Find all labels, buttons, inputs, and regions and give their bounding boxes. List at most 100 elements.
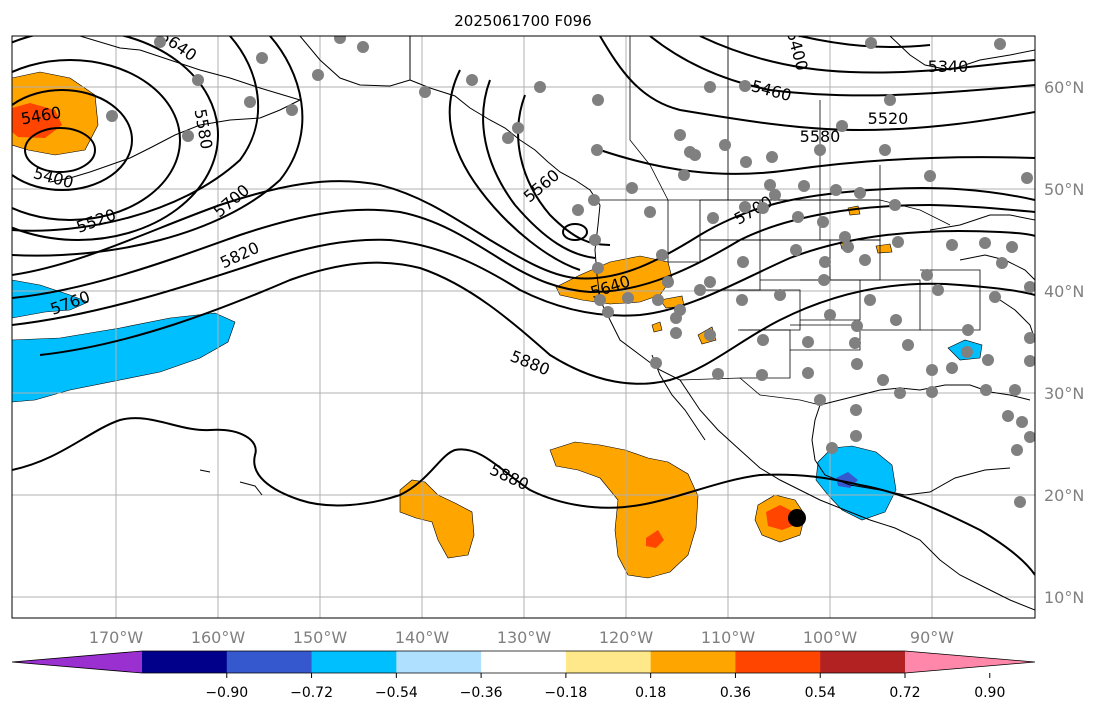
station-dot — [946, 239, 958, 251]
station-dot — [792, 211, 804, 223]
station-dot — [154, 36, 166, 48]
station-dot — [851, 320, 863, 332]
colorbar-segment — [820, 651, 906, 673]
station-dot — [678, 169, 690, 181]
lon-label: 160°W — [191, 628, 246, 647]
station-dot — [740, 156, 752, 168]
station-dot — [802, 336, 814, 348]
station-dot — [622, 292, 634, 304]
lat-label: 60°N — [1044, 78, 1084, 97]
positive-anomaly-region — [549, 441, 699, 579]
station-dot — [884, 94, 896, 106]
station-dot — [591, 144, 603, 156]
station-dot — [588, 194, 600, 206]
lon-label: 100°W — [803, 628, 858, 647]
colorbar-segment — [481, 651, 567, 673]
colorbar-outline — [11, 650, 1036, 674]
station-dot — [814, 144, 826, 156]
station-dot — [877, 374, 889, 386]
colorbar-segment — [735, 651, 821, 673]
station-dot — [864, 294, 876, 306]
station-dot — [814, 394, 826, 406]
station-dot — [736, 294, 748, 306]
colorbar-ticks: −0.90 −0.72 −0.54 −0.36 −0.18 0.18 0.36 0.54 0.7… — [205, 673, 1005, 701]
station-dot — [674, 129, 686, 141]
station-dot — [859, 254, 871, 266]
station-dot — [502, 132, 514, 144]
station-dot — [1002, 410, 1014, 422]
station-dot — [962, 324, 974, 336]
station-dot — [890, 314, 902, 326]
colorbar-segment — [565, 651, 652, 673]
station-dot — [756, 369, 768, 381]
station-dot — [286, 104, 298, 116]
station-dot — [879, 144, 891, 156]
station-dot — [1011, 444, 1023, 456]
station-dot — [798, 180, 810, 192]
station-dot — [996, 257, 1008, 269]
station-dot — [652, 294, 664, 306]
colorbar-tick-label: 0.54 — [805, 685, 836, 701]
colorbar-tick-label: −0.36 — [460, 685, 503, 701]
station-dot — [774, 289, 786, 301]
colorbar-segment — [226, 651, 313, 673]
station-dot — [850, 430, 862, 442]
station-dot — [924, 170, 936, 182]
station-dot — [839, 231, 851, 243]
storm-center-marker — [788, 509, 806, 527]
station-dot — [889, 199, 901, 211]
station-dot — [106, 110, 118, 122]
station-dot — [921, 269, 933, 281]
colorbar-tick-label: −0.18 — [544, 685, 587, 701]
station-dot — [817, 216, 829, 228]
station-dot — [602, 306, 614, 318]
station-dot — [1014, 496, 1026, 508]
lon-label: 130°W — [497, 628, 552, 647]
positive-anomaly-region — [399, 479, 475, 559]
strong-positive-anomaly-region — [766, 505, 795, 530]
station-dot — [1024, 355, 1035, 367]
station-dot — [1024, 332, 1035, 344]
lat-label: 40°N — [1044, 282, 1084, 301]
station-dot — [712, 368, 724, 380]
lon-label: 140°W — [395, 628, 450, 647]
graticule — [12, 36, 1035, 618]
negative-anomaly-region — [815, 445, 897, 521]
station-dot — [865, 37, 877, 49]
station-dot — [357, 41, 369, 53]
station-dot — [854, 187, 866, 199]
station-dot — [894, 387, 906, 399]
station-dot — [739, 201, 751, 213]
station-dot — [849, 337, 861, 349]
strong-positive-anomaly-region — [646, 530, 664, 548]
colorbar-extend-low — [12, 651, 142, 673]
station-dot — [737, 256, 749, 268]
station-dot — [902, 339, 914, 351]
lat-label: 20°N — [1044, 486, 1084, 505]
station-dot — [334, 36, 346, 44]
station-dot — [694, 284, 706, 296]
lon-label: 90°W — [910, 628, 954, 647]
station-dot — [704, 329, 716, 341]
contour-label: 5520 — [868, 109, 909, 128]
station-dot — [769, 189, 781, 201]
station-dot — [704, 276, 716, 288]
station-dot — [819, 256, 831, 268]
longitude-labels: 170°W 160°W 150°W 140°W 130°W 120°W 110°… — [89, 628, 954, 647]
negative-anomaly-region — [12, 312, 236, 403]
lat-label: 30°N — [1044, 384, 1084, 403]
station-dot — [739, 80, 751, 92]
colorbar-tick-label: −0.90 — [205, 685, 248, 701]
station-dot — [256, 52, 268, 64]
station-dot — [689, 149, 701, 161]
station-dot — [1021, 172, 1033, 184]
station-dot — [790, 244, 802, 256]
station-dot — [650, 357, 662, 369]
station-dot — [670, 312, 682, 324]
colorbar-tick-label: 0.36 — [720, 685, 751, 701]
station-dot — [946, 362, 958, 374]
station-dot — [994, 38, 1006, 50]
station-dot — [989, 291, 1001, 303]
colorbar-segment — [142, 651, 228, 673]
